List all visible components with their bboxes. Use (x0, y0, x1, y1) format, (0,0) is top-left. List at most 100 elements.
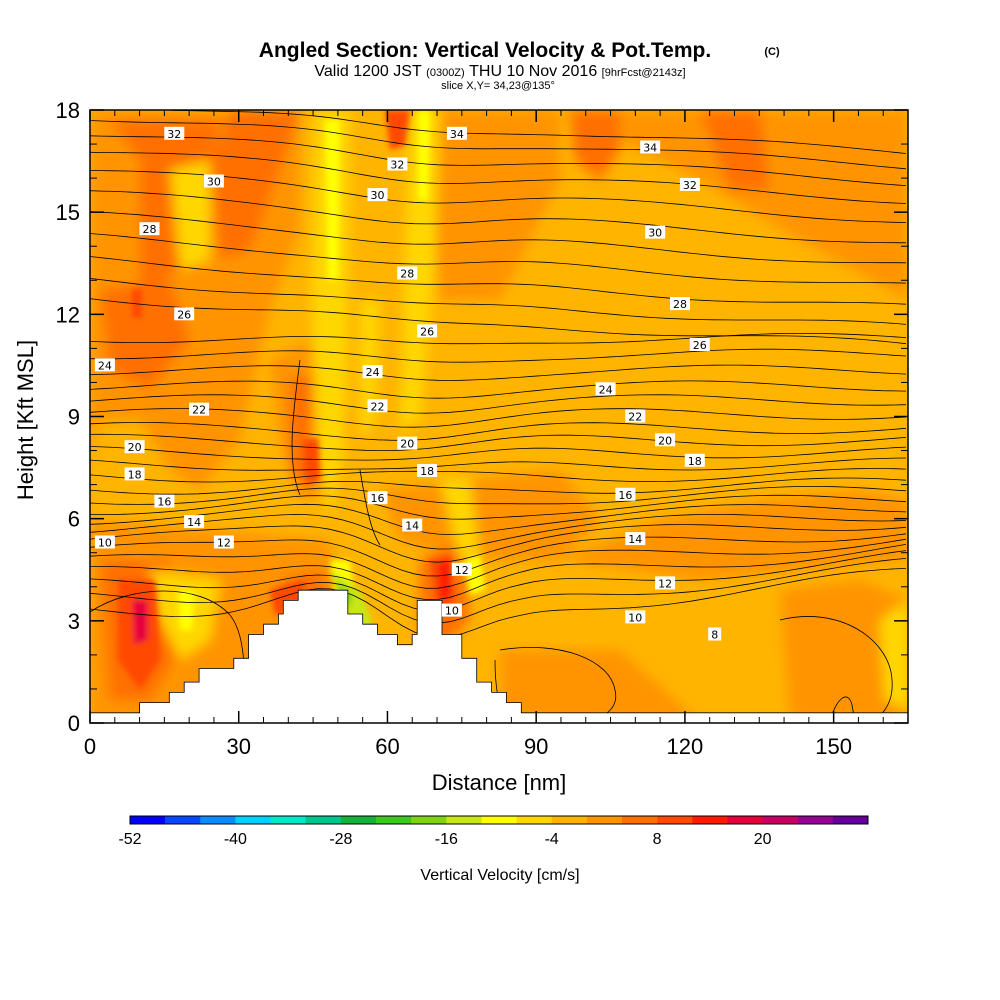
colorbar-swatch (516, 816, 553, 824)
contour-label-box (689, 338, 710, 351)
contour-label-box (708, 627, 722, 641)
contour-label: 18 (420, 465, 434, 478)
theta-contour-line (90, 211, 907, 264)
theta-contour-line (90, 190, 907, 244)
contour-label: 24 (98, 359, 112, 372)
x-tick-label: 60 (375, 734, 399, 759)
terrain-mask (90, 589, 908, 723)
contour-label: 20 (658, 434, 672, 447)
contour-label-box (625, 409, 646, 423)
contour-label: 24 (599, 383, 613, 396)
forecast-info: [9hrFcst@2143z] (602, 67, 686, 79)
contour-label: 14 (405, 520, 419, 533)
colorbar-swatch (727, 816, 763, 824)
contour-label-box (189, 402, 210, 416)
theta-contour-line (90, 364, 907, 381)
colorbar-swatch (586, 816, 623, 824)
colorbar-swatch (692, 816, 728, 824)
contour-label-box (670, 297, 690, 311)
downdraft-core (325, 120, 340, 280)
contour-label-box (387, 157, 408, 171)
contour-label-box (645, 225, 666, 239)
y-axis-ticks: 0 3 6 9 12 15 18 (56, 98, 908, 736)
contour-label: 18 (128, 468, 142, 481)
contour-label-box (367, 491, 388, 505)
x-axis-label: Distance [nm] (432, 770, 567, 795)
theta-contour-line (90, 477, 907, 495)
y-axis-label: Height [Kft MSL] (13, 340, 38, 500)
x-tick-label: 0 (84, 734, 96, 759)
theta-contour-line (90, 408, 907, 428)
downdraft-zone (440, 480, 480, 560)
colorbar-swatch (165, 816, 201, 824)
contour-label-box (124, 440, 145, 454)
contour-label-box (397, 266, 418, 280)
contour-label: 30 (648, 227, 662, 240)
contour-label: 8 (711, 629, 718, 642)
y-tick-label: 12 (56, 302, 80, 327)
colorbar-swatch (130, 816, 166, 824)
theta-contour-line (90, 298, 907, 345)
colorbar-swatch (411, 816, 447, 824)
colorbar-swatch (376, 816, 412, 824)
theta-contour-line (90, 494, 907, 520)
contour-label: 26 (420, 325, 434, 338)
contour-label: 30 (371, 189, 385, 202)
contour-label: 12 (658, 577, 672, 590)
contour-label-box (213, 535, 234, 549)
x-axis-ticks: 0 30 60 90 120 150 (84, 110, 884, 759)
contour-label: 24 (366, 366, 380, 379)
valid-time-line: Valid 1200 JST (0300Z) THU 10 Nov 2016 [… (314, 63, 685, 80)
contour-label: 16 (371, 492, 385, 505)
colorbar-swatch (762, 816, 799, 824)
strong-updraft-zone (100, 280, 190, 390)
chart-title: Angled Section: Vertical Velocity & Pot.… (259, 39, 711, 62)
colorbar-label: Vertical Velocity [cm/s] (420, 867, 579, 884)
theta-contour-line (90, 457, 907, 471)
theta-contour-line (90, 394, 907, 414)
theta-contour-line (90, 433, 907, 451)
updraft-zone (430, 110, 560, 300)
contour-label-box (94, 535, 115, 549)
contour-label-box (441, 603, 462, 617)
contour-label-box (154, 494, 175, 508)
updraft-max (132, 600, 148, 645)
contour-label: 28 (400, 268, 414, 281)
theta-contour-line (90, 333, 907, 345)
contour-label: 26 (693, 339, 707, 352)
colorbar-tick-label: -16 (435, 831, 458, 848)
contour-label: 14 (187, 516, 201, 529)
colorbar-swatch (797, 816, 834, 824)
contour-label-box (640, 140, 661, 154)
chart-title-tag: (C) (764, 46, 780, 58)
contour-label: 32 (683, 179, 697, 192)
contour-label: 34 (450, 128, 464, 141)
contour-label-box (625, 610, 646, 624)
contour-label: 10 (628, 611, 642, 624)
y-tick-label: 3 (68, 609, 80, 634)
contour-label: 18 (688, 455, 702, 468)
contour-label-box (625, 532, 646, 546)
theta-contour-line (90, 278, 907, 325)
colorbar-swatch (340, 816, 377, 824)
updraft-core (385, 110, 410, 150)
colorbar-tick-label: 8 (653, 831, 662, 848)
contour-label-box (94, 358, 115, 372)
downdraft-zone (400, 110, 440, 430)
valid-utc: (0300Z) (426, 67, 465, 79)
slice-info: slice X,Y= 34,23@135° (441, 80, 555, 92)
contour-label-box (615, 487, 636, 501)
theta-contour-line (90, 348, 907, 363)
colorbar-tick-label: -52 (118, 831, 141, 848)
contour-label: 32 (167, 128, 181, 141)
contour-label-box (362, 365, 383, 379)
contour-label-box (655, 576, 676, 590)
x-tick-label: 90 (524, 734, 548, 759)
theta-contour-line (90, 135, 907, 186)
contour-label-box (684, 453, 705, 467)
theta-contour-line (90, 170, 907, 223)
contour-label: 14 (628, 533, 642, 546)
contour-label: 20 (400, 438, 414, 451)
colorbar-swatch (235, 816, 271, 824)
contour-label-box (655, 433, 676, 447)
